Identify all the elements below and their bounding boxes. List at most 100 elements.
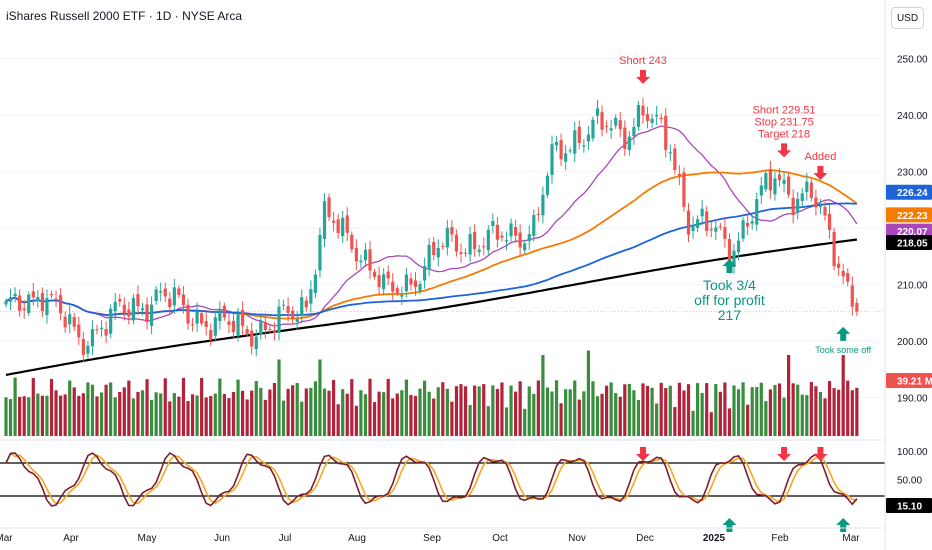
volume-bar	[104, 384, 108, 436]
candle-body	[86, 345, 90, 354]
candle-body	[691, 224, 695, 231]
volume-bar	[746, 404, 750, 436]
candle-body	[236, 313, 240, 337]
volume-bar	[395, 393, 399, 436]
time-tick-label: May	[138, 533, 157, 544]
red-down-arrow	[777, 447, 792, 461]
volume-bar	[254, 381, 258, 436]
candle-body	[618, 120, 622, 130]
volume-bar	[623, 384, 627, 436]
time-tick-label: Mar	[842, 533, 860, 544]
candle-body	[200, 313, 204, 324]
candle-body	[281, 304, 286, 306]
candle-body	[77, 324, 81, 338]
candle-body	[514, 227, 518, 236]
volume-bar	[841, 355, 845, 436]
candle-body	[409, 278, 413, 285]
volume-bar	[427, 391, 431, 436]
candle-body	[127, 309, 131, 317]
candle-body	[641, 105, 645, 116]
volume-bar	[773, 384, 777, 436]
arrow-head	[636, 454, 650, 461]
candle-body	[450, 227, 454, 235]
candle-body	[181, 294, 186, 306]
candle-body	[459, 252, 463, 254]
volume-bar	[491, 385, 495, 436]
candle-body	[372, 271, 377, 277]
volume-bar	[609, 382, 613, 436]
candle-body	[300, 297, 304, 316]
candle-body	[595, 108, 600, 116]
annotation: Took some off	[815, 326, 872, 355]
time-tick-label: Apr	[63, 533, 79, 544]
volume-bar	[732, 385, 736, 436]
volume-bar	[122, 387, 126, 436]
volume-bar	[837, 389, 841, 436]
volume-bar	[700, 393, 704, 436]
badge-background	[886, 223, 932, 239]
candle-body	[650, 118, 654, 123]
arrow-shaft	[640, 69, 646, 78]
candle-body	[568, 150, 572, 152]
volume-bar	[741, 382, 745, 436]
candle-body	[746, 222, 750, 227]
candle-body	[573, 130, 577, 154]
volume-bar	[641, 383, 645, 436]
volume-bar	[614, 393, 618, 436]
volume-bar	[714, 384, 718, 436]
volume-bar	[486, 406, 490, 436]
stoch-tick-label: 50.00	[897, 476, 922, 487]
candle-body	[809, 182, 813, 198]
volume-bar	[150, 399, 154, 436]
volume-bar	[846, 380, 850, 436]
candle-body	[427, 244, 431, 270]
price-tick-label: 230.00	[897, 168, 928, 179]
volume-bar	[145, 379, 149, 436]
volume-bar	[341, 389, 345, 436]
candle-body	[386, 271, 390, 279]
price-badge: 15.10	[886, 498, 932, 513]
candle-body	[177, 288, 181, 296]
volume-bar	[218, 378, 222, 436]
volume-bar	[309, 387, 313, 436]
volume-bar	[386, 378, 390, 436]
volume-bar	[554, 380, 559, 436]
volume-bar	[222, 394, 226, 436]
candle-body	[527, 234, 531, 242]
candle-body	[363, 249, 368, 261]
candle-body	[846, 273, 850, 282]
volume-bar	[564, 389, 568, 436]
candle-body	[286, 306, 290, 313]
candle-body	[45, 298, 49, 316]
candle-body	[659, 117, 663, 120]
volume-bar	[318, 359, 322, 436]
volume-bar	[345, 393, 349, 436]
volume-bar	[209, 396, 213, 436]
candle-body	[636, 104, 641, 127]
candle-body	[495, 224, 499, 240]
volume-bar	[686, 384, 691, 436]
candle-body	[855, 302, 859, 312]
candle-body	[605, 126, 609, 128]
candle-body	[541, 194, 545, 216]
volume-bar	[22, 396, 26, 436]
volume-bar	[750, 387, 754, 436]
volume-bar	[618, 396, 622, 436]
currency-button[interactable]: USD	[891, 7, 924, 29]
stochastic-background	[0, 448, 885, 520]
volume-bar	[514, 391, 518, 436]
candle-body	[295, 318, 299, 322]
volume-bar	[814, 386, 818, 436]
annotation-label: Short 243	[619, 55, 667, 67]
arrow-shaft	[781, 447, 788, 455]
candle-body	[436, 247, 440, 258]
volume-bar	[696, 383, 700, 436]
volume-bar	[805, 395, 809, 436]
price-tick-label: 210.00	[897, 281, 928, 292]
volume-bar	[723, 382, 727, 436]
volume-bar	[236, 379, 240, 436]
candle-body	[322, 201, 327, 239]
volume-bar	[650, 387, 654, 436]
